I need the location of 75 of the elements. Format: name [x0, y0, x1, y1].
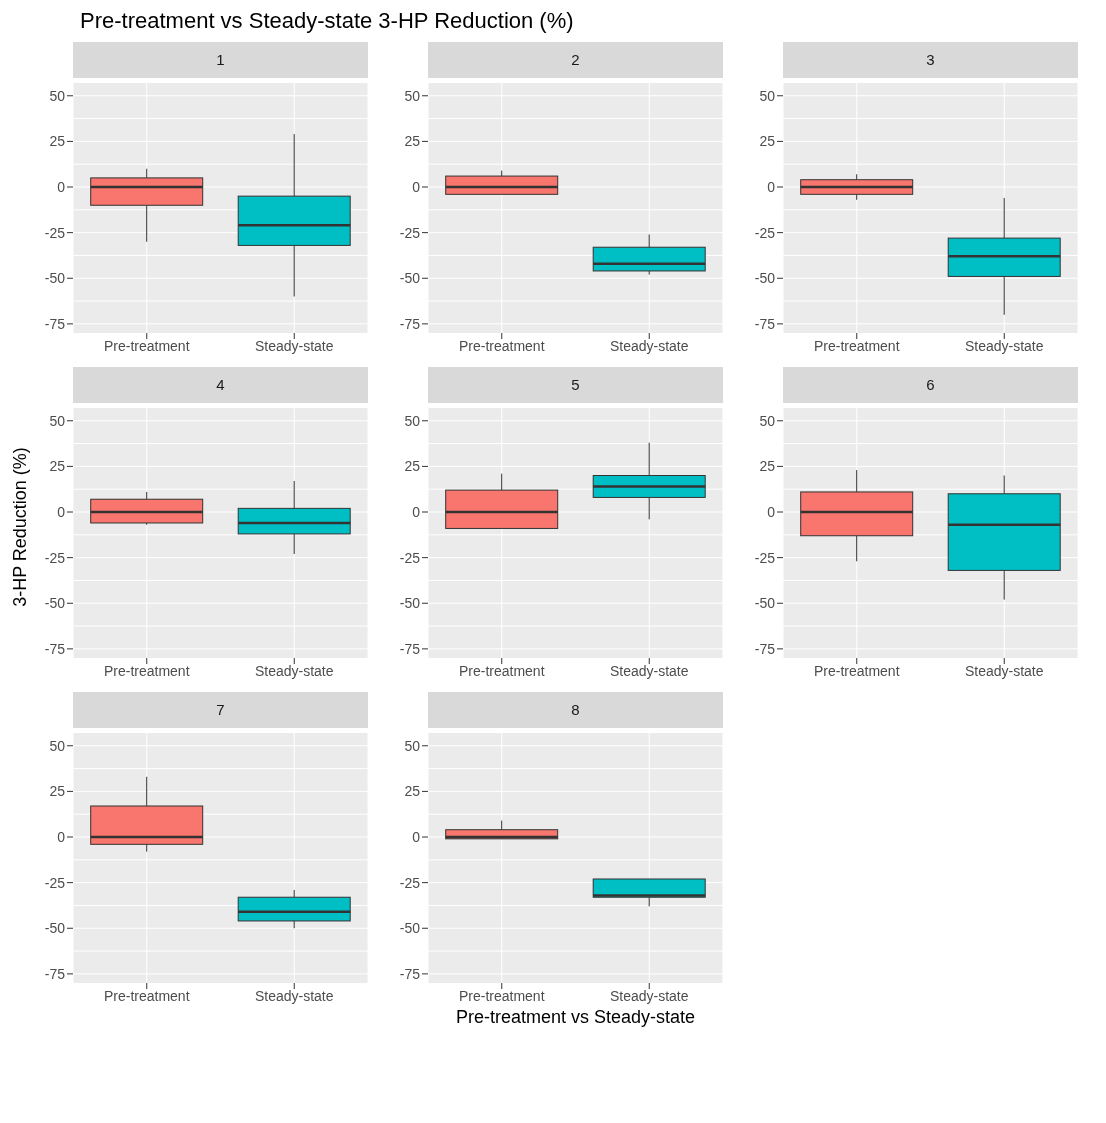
y-tick-label: 0	[57, 178, 66, 195]
y-tick-label: 0	[57, 503, 66, 520]
x-tick-label: Pre-treatment	[458, 987, 545, 1004]
y-tick-label: 50	[49, 87, 66, 104]
y-tick-label: 0	[412, 503, 421, 520]
y-tick-label: 25	[49, 133, 66, 150]
x-tick-label: Steady-state	[609, 987, 689, 1004]
x-tick-label: Pre-treatment	[103, 662, 190, 679]
y-tick-label: -75	[44, 965, 66, 982]
y-tick-label: -25	[44, 549, 66, 566]
chart-title: 8	[428, 692, 723, 728]
y-tick-label: -75	[754, 315, 776, 332]
y-tick-label: -25	[754, 549, 776, 566]
y-tick-label: 50	[404, 87, 421, 104]
y-tick-label: -25	[754, 224, 776, 241]
y-tick-label: 25	[404, 458, 421, 475]
y-tick-label: -75	[44, 315, 66, 332]
chart-title: 3	[783, 42, 1078, 78]
y-tick-label: -50	[754, 595, 776, 612]
x-tick-label: Steady-state	[254, 662, 334, 679]
y-tick-label: -75	[44, 640, 66, 657]
chart-title: 7	[73, 692, 368, 728]
y-tick-label: -25	[44, 224, 66, 241]
y-tick-label: 0	[412, 828, 421, 845]
x-tick-label: Pre-treatment	[813, 337, 900, 354]
y-tick-label: -50	[399, 595, 421, 612]
y-tick-label: 25	[759, 133, 776, 150]
y-tick-label: 25	[759, 458, 776, 475]
y-tick-label: -50	[44, 595, 66, 612]
y-axis-title: 3-HP Reduction (%)	[9, 447, 31, 607]
y-tick-label: -25	[399, 549, 421, 566]
y-tick-label: 50	[49, 737, 66, 754]
y-tick-label: 50	[759, 412, 776, 429]
y-tick-label: 25	[49, 458, 66, 475]
x-axis-title: Pre-treatment vs Steady-state	[454, 1007, 697, 1028]
y-tick-label: 25	[49, 783, 66, 800]
x-tick-label: Steady-state	[609, 662, 689, 679]
y-tick-label: -50	[399, 270, 421, 287]
y-tick-label: -75	[399, 640, 421, 657]
y-tick-label: -25	[399, 224, 421, 241]
chart-title: 5	[428, 367, 723, 403]
text: Pre-treatment vs Steady-state 3-HP Reduction (%)	[80, 8, 575, 34]
chart-title: 6	[783, 367, 1078, 403]
y-tick-label: -25	[44, 874, 66, 891]
y-tick-label: 0	[767, 178, 776, 195]
chart-title: 1	[73, 42, 368, 78]
y-tick-label: -25	[399, 874, 421, 891]
x-tick-label: Steady-state	[254, 337, 334, 354]
x-tick-label: Pre-treatment	[458, 662, 545, 679]
x-tick-label: Steady-state	[609, 337, 689, 354]
y-tick-label: 0	[412, 178, 421, 195]
x-tick-label: Pre-treatment	[458, 337, 545, 354]
y-tick-label: -75	[399, 315, 421, 332]
y-tick-label: 25	[404, 783, 421, 800]
chart-title: 4	[73, 367, 368, 403]
y-tick-label: 50	[759, 87, 776, 104]
y-tick-label: 25	[404, 133, 421, 150]
y-tick-label: 50	[404, 412, 421, 429]
x-tick-label: Pre-treatment	[813, 662, 900, 679]
y-tick-label: -50	[399, 920, 421, 937]
x-tick-label: Steady-state	[964, 662, 1044, 679]
y-tick-label: -50	[44, 270, 66, 287]
y-tick-label: 0	[767, 503, 776, 520]
y-tick-label: 0	[57, 828, 66, 845]
x-tick-label: Pre-treatment	[103, 337, 190, 354]
y-tick-label: -75	[754, 640, 776, 657]
y-tick-label: 50	[404, 737, 421, 754]
x-tick-label: Pre-treatment	[103, 987, 190, 1004]
y-tick-label: -50	[44, 920, 66, 937]
x-tick-label: Steady-state	[254, 987, 334, 1004]
chart-title: 2	[428, 42, 723, 78]
y-tick-label: -75	[399, 965, 421, 982]
x-tick-label: Steady-state	[964, 337, 1044, 354]
y-tick-label: 50	[49, 412, 66, 429]
y-tick-label: -50	[754, 270, 776, 287]
